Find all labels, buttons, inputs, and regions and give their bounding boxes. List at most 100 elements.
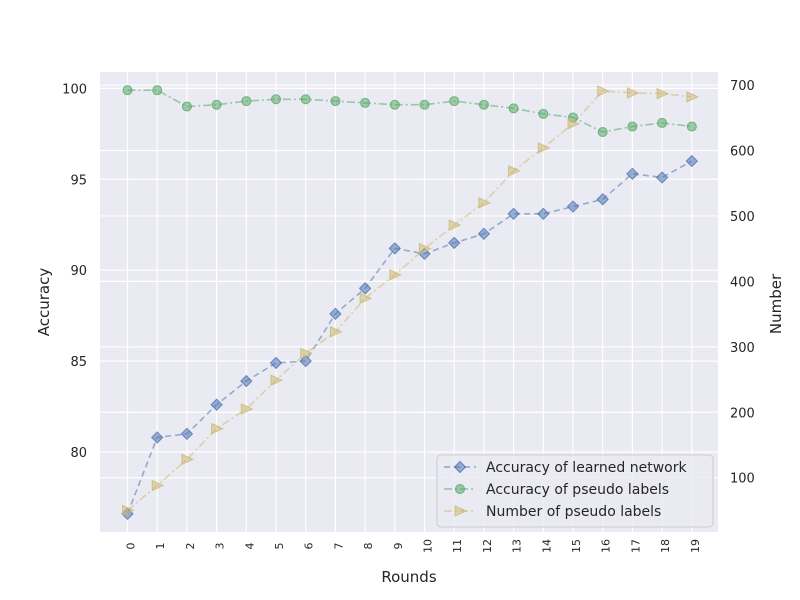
data-point-series-1	[478, 99, 489, 110]
data-point-series-2	[389, 269, 403, 281]
data-point-series-0	[447, 236, 461, 250]
data-point-series-0	[150, 431, 164, 444]
data-point-series-0	[388, 242, 402, 255]
x-tick-label: 14	[540, 539, 553, 553]
data-point-series-0	[329, 307, 342, 321]
series-markers	[121, 85, 700, 521]
data-point-series-0	[299, 354, 312, 368]
x-tick-label: 18	[659, 539, 672, 553]
legend-box	[436, 454, 714, 528]
data-point-series-0	[626, 167, 639, 181]
x-tick-label: 2	[184, 543, 197, 550]
data-point-series-1	[271, 94, 281, 105]
y-left-axis-label: Accuracy	[35, 268, 53, 337]
x-tick-label: 16	[600, 539, 613, 553]
data-point-series-2	[419, 242, 432, 255]
x-tick-label: 10	[422, 539, 435, 553]
x-tick-label: 6	[303, 543, 316, 550]
data-point-series-1	[300, 94, 311, 105]
data-point-series-2	[359, 292, 373, 305]
data-point-series-1	[211, 99, 222, 110]
data-point-series-0	[210, 398, 223, 411]
x-tick-label: 12	[481, 539, 494, 553]
x-tick-label: 5	[273, 543, 286, 550]
legend-label: Accuracy of learned network	[486, 460, 687, 476]
y-right-tick-label: 200	[730, 406, 755, 421]
y-left-ticks: 80 85 90 95 100	[62, 82, 87, 461]
legend: Accuracy of learned network Accuracy of p…	[436, 454, 714, 528]
data-point-series-2	[656, 87, 670, 100]
legend-label: Number of pseudo labels	[486, 504, 661, 520]
data-point-series-1	[330, 96, 341, 107]
data-point-series-1	[181, 101, 192, 112]
data-point-series-2	[329, 325, 343, 338]
x-tick-label: 0	[125, 543, 138, 550]
legend-marker	[454, 505, 468, 517]
y-left-tick-label: 95	[70, 173, 87, 188]
x-tick-label: 1	[154, 543, 167, 550]
data-point-series-2	[686, 91, 700, 103]
y-right-tick-label: 100	[730, 472, 755, 487]
data-point-series-0	[269, 356, 283, 370]
legend-marker	[455, 484, 465, 494]
x-axis-label: Rounds	[381, 568, 436, 586]
data-point-series-2	[626, 87, 640, 99]
data-point-series-0	[566, 200, 580, 213]
legend-label: Accuracy of pseudo labels	[486, 482, 669, 498]
data-point-series-0	[477, 227, 491, 241]
data-point-series-2	[537, 142, 551, 154]
data-point-series-1	[122, 85, 133, 96]
y-right-tick-label: 600	[730, 145, 755, 160]
data-point-series-0	[537, 207, 550, 221]
y-left-tick-label: 90	[70, 264, 87, 279]
data-point-series-0	[596, 193, 609, 206]
data-point-series-2	[181, 453, 195, 466]
x-tick-label: 19	[689, 539, 702, 553]
data-point-series-0	[180, 427, 194, 441]
x-tick-label: 7	[332, 543, 345, 550]
data-point-series-0	[655, 171, 669, 184]
data-point-series-2	[211, 422, 224, 435]
data-point-series-2	[240, 403, 254, 415]
data-point-series-2	[300, 347, 313, 360]
data-point-series-1	[538, 108, 549, 119]
data-point-series-0	[358, 282, 372, 295]
y-right-tick-label: 300	[730, 341, 755, 356]
data-point-series-2	[597, 85, 610, 97]
data-point-series-1	[627, 121, 638, 132]
data-point-series-1	[449, 96, 460, 107]
data-point-series-1	[508, 103, 519, 114]
x-tick-label: 13	[511, 539, 524, 553]
legend-marker	[453, 460, 467, 474]
x-tick-label: 3	[214, 543, 227, 550]
y-left-tick-label: 80	[70, 446, 87, 461]
x-tick-label: 4	[243, 543, 256, 550]
y-right-tick-label: 400	[730, 275, 755, 290]
data-point-series-2	[508, 165, 521, 177]
y-right-axis-label: Number	[767, 273, 785, 334]
x-tick-label: 8	[362, 543, 375, 550]
x-tick-label: 15	[570, 539, 583, 553]
data-point-series-1	[597, 127, 608, 137]
data-point-series-1	[360, 97, 371, 108]
data-point-series-2	[478, 197, 492, 209]
data-point-series-0	[507, 207, 520, 221]
data-point-series-1	[686, 121, 697, 132]
y-right-tick-label: 500	[730, 210, 755, 225]
data-point-series-0	[685, 154, 699, 168]
x-tick-label: 9	[392, 543, 405, 550]
data-point-series-1	[657, 117, 668, 128]
y-right-ticks: 100 200 300 400 500 600 700	[730, 79, 755, 487]
data-point-series-0	[240, 374, 253, 388]
data-point-series-2	[270, 374, 284, 386]
data-point-series-2	[567, 117, 581, 130]
x-tick-label: 11	[451, 539, 464, 553]
y-right-tick-label: 700	[730, 79, 755, 94]
x-tick-label: 17	[629, 539, 642, 553]
data-point-series-1	[389, 99, 400, 110]
data-point-series-2	[151, 479, 165, 492]
data-point-series-2	[122, 504, 135, 517]
y-left-tick-label: 100	[62, 82, 87, 97]
x-ticks: 0 1 2 3 4 5 6 7 8 9 10 11 12 13 14 15 16 17 18 19	[125, 539, 702, 553]
